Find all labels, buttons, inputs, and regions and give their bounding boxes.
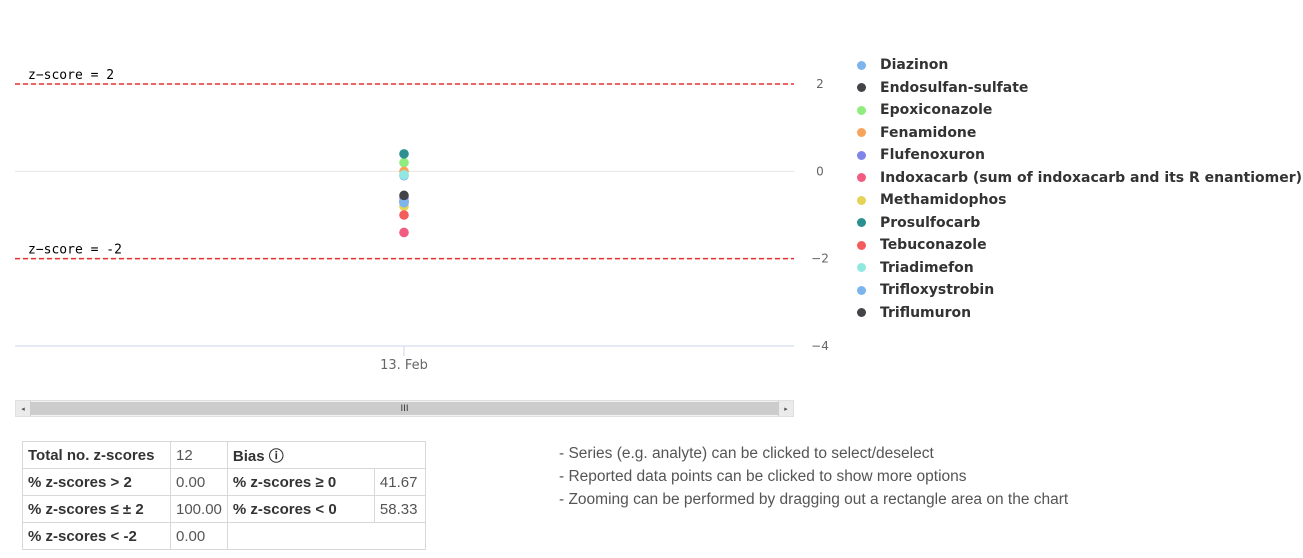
- scrollbar-thumb[interactable]: III: [30, 402, 779, 415]
- legend-item[interactable]: Flufenoxuron: [857, 144, 1302, 167]
- legend-item[interactable]: Methamidophos: [857, 189, 1302, 212]
- legend-item[interactable]: Triflumuron: [857, 302, 1302, 325]
- legend-label: Indoxacarb (sum of indoxacarb and its R …: [880, 169, 1303, 186]
- data-point[interactable]: [399, 149, 409, 159]
- pct-ltneg2-value: 0.00: [170, 522, 228, 550]
- legend-marker-icon: [857, 263, 866, 273]
- x-tick-label: 13. Feb: [380, 358, 428, 373]
- legend-label: Epoxiconazole: [880, 102, 993, 119]
- data-point[interactable]: [399, 197, 409, 208]
- legend-marker-icon: [857, 150, 866, 160]
- pct-ge0-value: 41.67: [373, 468, 426, 496]
- legend-marker-icon: [857, 173, 866, 183]
- legend-item[interactable]: Prosulfocarb: [857, 212, 1302, 235]
- legend-item[interactable]: Endosulfan-sulfate: [857, 77, 1302, 100]
- empty-cell: [226, 522, 426, 550]
- legend-marker-icon: [857, 128, 866, 138]
- chart-help-notes: - Series (e.g. analyte) can be clicked t…: [559, 442, 1068, 511]
- legend-label: Flufenoxuron: [880, 147, 985, 164]
- help-note: - Zooming can be performed by dragging o…: [559, 491, 1069, 508]
- pct-lt0-label: % z-scores < 0: [226, 495, 375, 523]
- arrow-right-icon: ▸: [784, 404, 788, 413]
- legend-label: Triadimefon: [880, 259, 974, 276]
- pct-within2-label: % z-scores ≤ ± 2: [22, 495, 171, 523]
- table-row: % z-scores > 2 0.00 % z-scores ≥ 0 41.67: [22, 468, 426, 496]
- chart-legend[interactable]: Diazinon Endosulfan-sulfate Epoxiconazole F…: [857, 54, 1302, 324]
- legend-item[interactable]: Triadimefon: [857, 257, 1302, 280]
- pct-ltneg2-label: % z-scores < -2: [22, 522, 171, 550]
- data-point[interactable]: [399, 210, 409, 220]
- legend-item[interactable]: Fenamidone: [857, 122, 1302, 145]
- legend-label: Triflumuron: [880, 304, 972, 321]
- legend-item[interactable]: Epoxiconazole: [857, 99, 1302, 122]
- pct-gt2-value: 0.00: [170, 468, 228, 496]
- reference-lines: z−score = 2 z−score = -2: [15, 68, 794, 260]
- table-row: % z-scores ≤ ± 2 100.00 % z-scores < 0 5…: [22, 495, 426, 523]
- arrow-left-icon: ◂: [21, 404, 25, 413]
- chart-scrollbar[interactable]: ◂ III ▸: [15, 400, 794, 417]
- total-zscores-label: Total no. z-scores: [22, 441, 171, 469]
- axes: 2 0 −2 −4 13. Feb: [15, 77, 829, 373]
- legend-marker-icon: [857, 195, 866, 205]
- pct-lt0-value: 58.33: [373, 495, 426, 523]
- legend-item[interactable]: Indoxacarb (sum of indoxacarb and its R …: [857, 167, 1302, 190]
- legend-label: Diazinon: [880, 57, 949, 74]
- y-tick-label: 2: [816, 77, 824, 91]
- data-point[interactable]: [399, 157, 409, 168]
- data-point[interactable]: [399, 170, 409, 180]
- legend-marker-icon: [857, 240, 866, 250]
- help-note: - Reported data points can be clicked to…: [559, 468, 967, 485]
- legend-label: Fenamidone: [880, 124, 977, 141]
- zscore-limit-label: z−score = -2: [28, 243, 122, 258]
- data-point[interactable]: [399, 227, 409, 238]
- legend-marker-icon: [857, 60, 866, 70]
- data-point[interactable]: [399, 190, 409, 201]
- scroll-right-button[interactable]: ▸: [778, 401, 793, 416]
- legend-item[interactable]: Diazinon: [857, 54, 1302, 77]
- legend-marker-icon: [857, 83, 866, 93]
- legend-item[interactable]: Tebuconazole: [857, 234, 1302, 257]
- y-tick-label: −2: [811, 252, 829, 266]
- grip-icon: III: [400, 403, 409, 414]
- legend-label: Prosulfocarb: [880, 214, 981, 231]
- data-points[interactable]: [399, 149, 409, 238]
- table-row: Total no. z-scores 12 Bias ⓘ: [22, 441, 426, 469]
- scroll-left-button[interactable]: ◂: [16, 401, 31, 416]
- legend-item[interactable]: Trifloxystrobin: [857, 279, 1302, 302]
- zscore-chart[interactable]: z−score = 2 z−score = -2 2 0 −2 −4 13. Feb: [0, 0, 850, 390]
- total-zscores-value: 12: [170, 441, 228, 469]
- legend-marker-icon: [857, 308, 866, 318]
- legend-marker-icon: [857, 218, 866, 228]
- pct-ge0-label: % z-scores ≥ 0: [226, 468, 375, 496]
- pct-gt2-label: % z-scores > 2: [22, 468, 171, 496]
- legend-label: Methamidophos: [880, 192, 1007, 209]
- table-row: % z-scores < -2 0.00: [22, 522, 426, 550]
- y-tick-label: 0: [816, 164, 824, 178]
- legend-label: Tebuconazole: [880, 237, 987, 254]
- zscore-limit-label: z−score = 2: [28, 68, 114, 83]
- help-note: - Series (e.g. analyte) can be clicked t…: [559, 445, 934, 462]
- legend-marker-icon: [857, 105, 866, 115]
- zscore-stats-table: Total no. z-scores 12 Bias ⓘ % z-scores …: [22, 441, 426, 550]
- bias-header: Bias ⓘ: [226, 441, 426, 469]
- legend-marker-icon: [857, 285, 866, 295]
- pct-within2-value: 100.00: [170, 495, 228, 523]
- legend-label: Endosulfan-sulfate: [880, 79, 1029, 96]
- legend-label: Trifloxystrobin: [880, 282, 995, 299]
- y-tick-label: −4: [811, 339, 829, 353]
